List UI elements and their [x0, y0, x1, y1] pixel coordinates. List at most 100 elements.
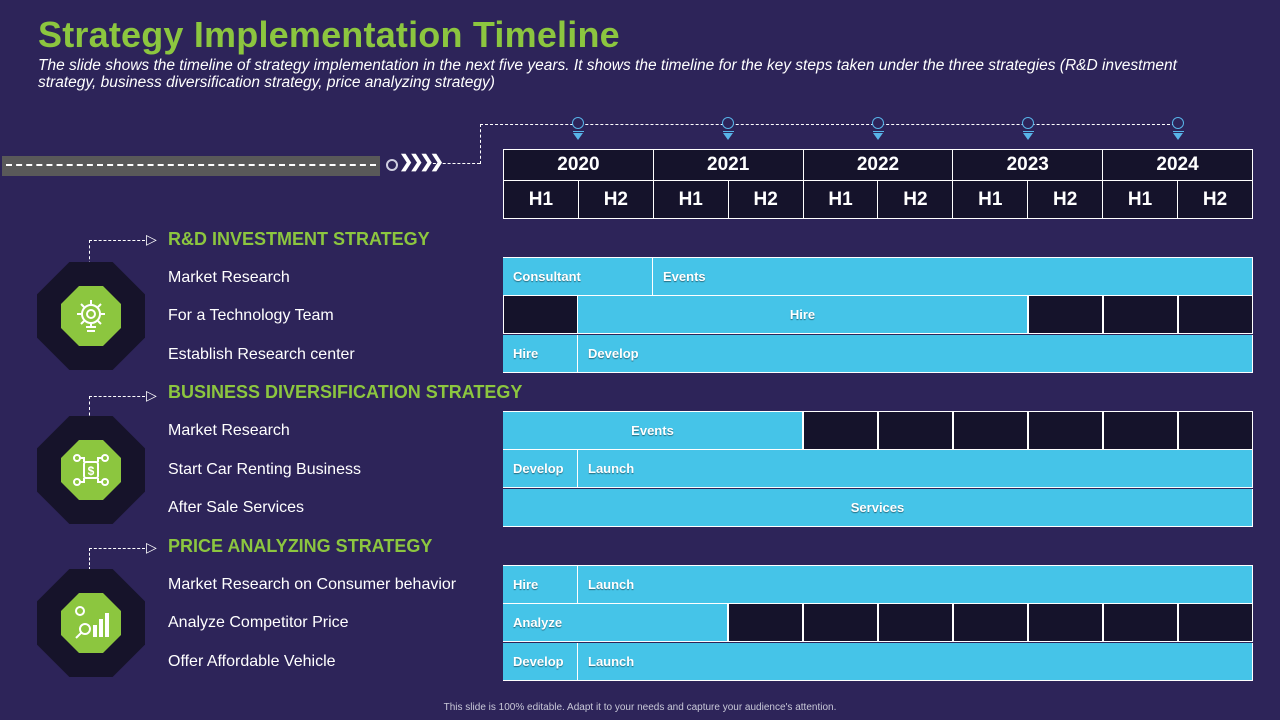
- gantt-empty-cell: [803, 412, 878, 450]
- gantt-bar: Events: [503, 412, 803, 450]
- gantt-bar: Analyze: [503, 604, 728, 642]
- section-icon-badge: $: [37, 416, 145, 524]
- half-cell: H2: [1027, 180, 1104, 219]
- task-label: Analyze Competitor Price: [168, 614, 349, 631]
- half-cell: H2: [577, 180, 654, 219]
- section-icon-badge: [37, 262, 145, 370]
- road-circle-icon: [386, 159, 398, 171]
- section-connector: [89, 548, 145, 549]
- half-cell: H1: [952, 180, 1029, 219]
- section-connector: [89, 396, 90, 421]
- gantt-empty-cell: [878, 604, 953, 642]
- gantt-row: Analyze: [503, 604, 1253, 642]
- connector-line: [480, 124, 1180, 125]
- gantt-row: Events: [503, 411, 1253, 450]
- timeline-header-table: 2020 2021 2022 2023 2024 H1 H2 H1 H2 H1 …: [503, 149, 1253, 219]
- gantt-row: Develop Launch: [503, 450, 1253, 488]
- gantt-bar: Launch: [578, 643, 1253, 681]
- gantt-bar: Develop: [578, 335, 1253, 373]
- gantt-empty-cell: [1178, 604, 1253, 642]
- road-dashes: [6, 164, 376, 166]
- halves-row: H1 H2 H1 H2 H1 H2 H1 H2 H1 H2: [503, 180, 1253, 219]
- gantt-empty-cell: [728, 604, 803, 642]
- arrow-right-icon: ▷: [146, 231, 157, 247]
- arrow-right-icon: ▷: [146, 387, 157, 403]
- section-title-price: PRICE ANALYZING STRATEGY: [168, 536, 433, 556]
- growth-chart-icon: [61, 593, 121, 653]
- gantt-empty-cell: [953, 412, 1028, 450]
- half-cell: H1: [802, 180, 879, 219]
- gantt-empty-cell: [1028, 412, 1103, 450]
- task-label: After Sale Services: [168, 499, 305, 516]
- gantt-empty-cell: [1178, 412, 1253, 450]
- gantt-bar: Services: [503, 489, 1253, 527]
- year-marker-icon: [572, 117, 586, 140]
- task-label: Market Research: [168, 269, 290, 286]
- page-subtitle: The slide shows the timeline of strategy…: [38, 57, 1177, 91]
- gantt-empty-cell: [1028, 604, 1103, 642]
- gantt-empty-cell: [953, 604, 1028, 642]
- gantt-row: Services: [503, 489, 1253, 527]
- year-cell: 2023: [952, 149, 1104, 181]
- gantt-bar: Hire: [578, 296, 1028, 334]
- year-cell: 2020: [503, 149, 654, 181]
- year-marker-icon: [1022, 117, 1036, 140]
- task-label: Market Research: [168, 422, 290, 439]
- footer-note: This slide is 100% editable. Adapt it to…: [443, 702, 837, 713]
- task-label: Establish Research center: [168, 346, 355, 363]
- gantt-empty-cell: [503, 296, 578, 334]
- half-cell: H2: [727, 180, 804, 219]
- year-marker-icon: [1172, 117, 1186, 140]
- section-connector: [89, 396, 145, 397]
- section-icon-badge: [37, 569, 145, 677]
- half-cell: H2: [1177, 180, 1253, 219]
- section-connector: [89, 240, 90, 270]
- dollar-network-icon: $: [61, 440, 121, 500]
- connector-line: [480, 124, 481, 164]
- year-cell: 2024: [1102, 149, 1253, 181]
- timeline-road: [2, 156, 380, 176]
- arrow-right-icon: ▷: [146, 539, 157, 555]
- gantt-bar: Launch: [578, 450, 1253, 488]
- section-title-business: BUSINESS DIVERSIFICATION STRATEGY: [168, 382, 523, 402]
- gantt-empty-cell: [1103, 296, 1178, 334]
- gantt-empty-cell: [1178, 296, 1253, 334]
- gantt-row: Develop Launch: [503, 643, 1253, 681]
- year-marker-icon: [722, 117, 736, 140]
- years-row: 2020 2021 2022 2023 2024: [503, 149, 1253, 181]
- gantt-row: Hire Develop: [503, 335, 1253, 373]
- task-label: For a Technology Team: [168, 307, 334, 324]
- year-marker-icon: [872, 117, 886, 140]
- year-cell: 2021: [652, 149, 804, 181]
- task-label: Offer Affordable Vehicle: [168, 653, 336, 670]
- section-connector: [89, 548, 90, 570]
- gantt-empty-cell: [1103, 412, 1178, 450]
- gantt-bar: Consultant: [503, 258, 653, 296]
- gantt-bar: Hire: [503, 335, 578, 373]
- gantt-empty-cell: [1028, 296, 1103, 334]
- section-connector: [89, 240, 145, 241]
- gantt-empty-cell: [878, 412, 953, 450]
- page-title: Strategy Implementation Timeline: [38, 14, 620, 55]
- connector-line: [428, 163, 480, 164]
- half-cell: H2: [877, 180, 954, 219]
- gantt-bar: Launch: [578, 566, 1253, 604]
- section-title-rd: R&D INVESTMENT STRATEGY: [168, 229, 430, 249]
- task-label: Market Research on Consumer behavior: [168, 576, 457, 593]
- gantt-row: Hire Launch: [503, 565, 1253, 604]
- gantt-bar: Develop: [503, 643, 578, 681]
- gantt-row: Consultant Events: [503, 257, 1253, 296]
- gantt-empty-cell: [803, 604, 878, 642]
- gantt-row: Hire: [503, 296, 1253, 334]
- gantt-bar: Hire: [503, 566, 578, 604]
- task-label: Start Car Renting Business: [168, 461, 361, 478]
- gear-bulb-icon: [61, 286, 121, 346]
- gantt-empty-cell: [1103, 604, 1178, 642]
- half-cell: H1: [1102, 180, 1179, 219]
- chevron-right-icon: ❯❯❯❯: [399, 152, 444, 171]
- gantt-bar: Develop: [503, 450, 578, 488]
- half-cell: H1: [652, 180, 729, 219]
- half-cell: H1: [503, 180, 579, 219]
- svg-text:$: $: [88, 464, 95, 478]
- gantt-bar: Events: [653, 258, 1253, 296]
